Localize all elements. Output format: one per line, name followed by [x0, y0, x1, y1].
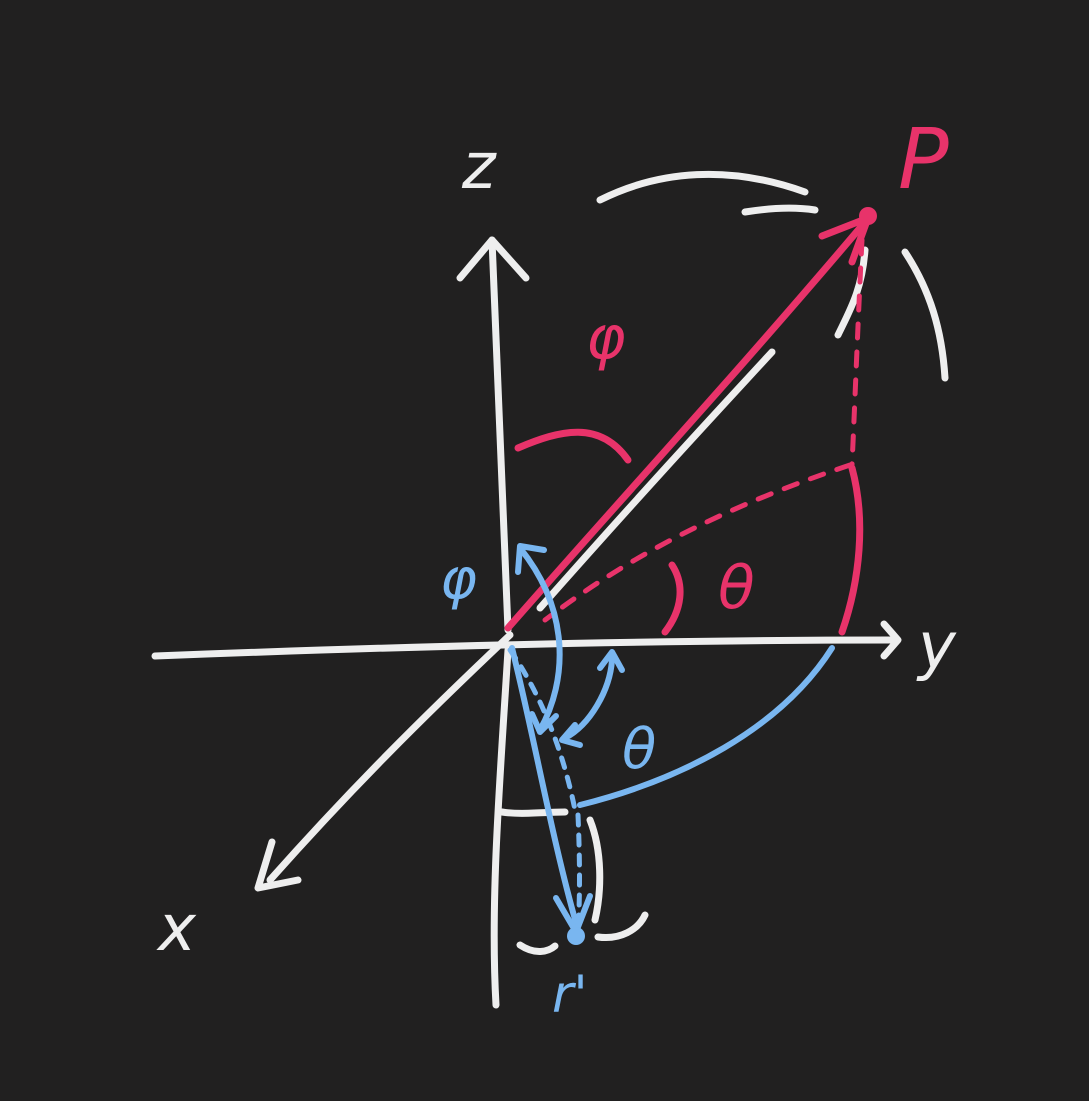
point-r-dot	[567, 927, 585, 945]
theta-label-pink: θ	[718, 553, 755, 623]
theta-arc-pink	[661, 561, 684, 636]
phi-arc-blue	[515, 543, 563, 735]
z-axis-label: z	[461, 130, 497, 204]
point-p-label: P	[898, 110, 949, 208]
point-r-label: r'	[552, 965, 588, 1025]
projection-lines-blue	[507, 645, 835, 933]
theta-arc-blue	[559, 649, 625, 748]
x-axis	[254, 631, 514, 892]
rotation-strokes	[498, 170, 949, 955]
point-p-dot	[859, 207, 877, 225]
z-axis	[456, 236, 530, 634]
theta-label-blue: θ	[622, 717, 656, 782]
phi-arc-pink	[514, 428, 632, 464]
y-axis-label: y	[916, 610, 957, 684]
vector-r	[509, 645, 593, 945]
phi-label-blue: φ	[440, 547, 477, 612]
y-axis	[151, 620, 902, 660]
negative-z-axis	[490, 646, 512, 1009]
projection-lines-pink	[542, 237, 865, 636]
phi-label-pink: φ	[586, 303, 626, 373]
x-axis-label: x	[156, 892, 197, 966]
vector-p	[504, 207, 877, 632]
